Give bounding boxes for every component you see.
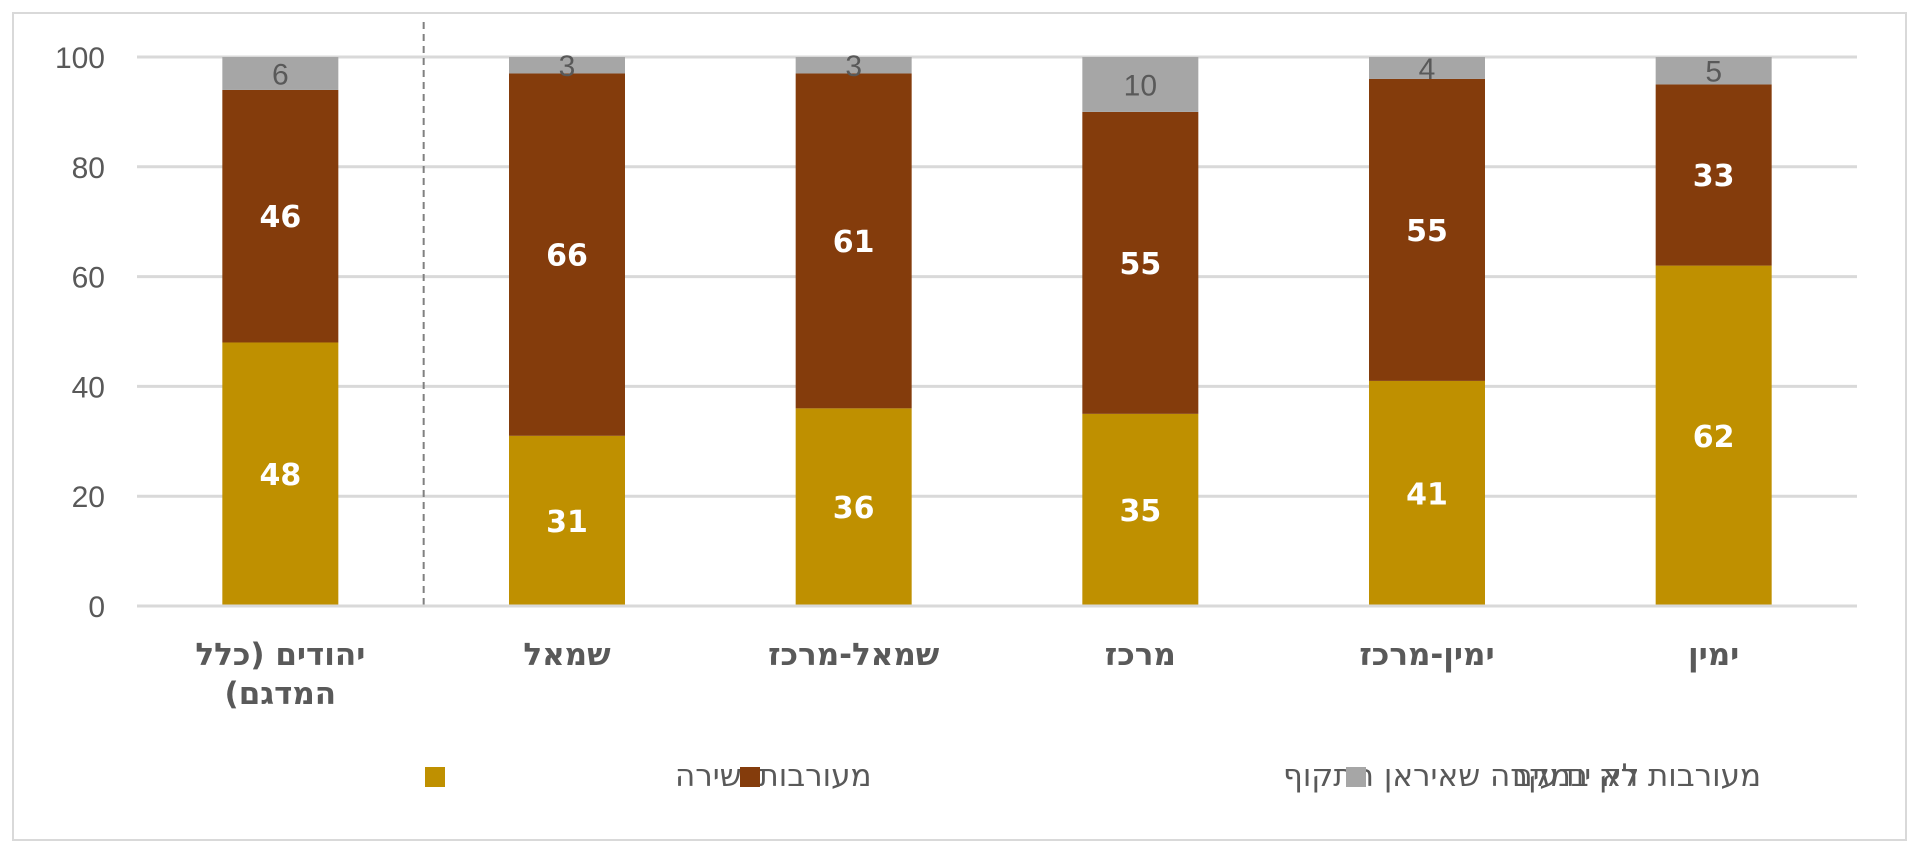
- data-label: 31: [546, 505, 588, 540]
- y-tick-label-40: 40: [72, 371, 105, 404]
- legend-swatch: [740, 767, 760, 787]
- data-label: 36: [833, 491, 875, 526]
- data-label: 41: [1406, 477, 1448, 512]
- category-label: מרכז: [1105, 637, 1176, 673]
- bar-segment: [222, 342, 339, 606]
- legend-label: לא יודעים: [1512, 758, 1639, 794]
- bar-segment: [1369, 380, 1485, 606]
- category-label: יהודים (כלל: [195, 637, 365, 673]
- y-tick-label-20: 20: [72, 481, 105, 514]
- legend-swatch: [425, 767, 445, 787]
- bar-segment: [1082, 111, 1199, 414]
- data-label: 10: [1124, 69, 1157, 102]
- bar-segment: [1082, 57, 1199, 112]
- category-label: המדגם): [225, 676, 337, 712]
- bar-segment: [509, 57, 625, 74]
- bar-segment: [1655, 84, 1772, 266]
- bar-segment: [795, 73, 912, 409]
- bar-segment: [795, 408, 912, 606]
- y-tick-label-0: 0: [88, 591, 105, 624]
- data-label: 3: [559, 50, 576, 83]
- bar-segment: [222, 89, 339, 343]
- data-label: 62: [1693, 420, 1735, 455]
- y-tick-label-60: 60: [72, 262, 105, 295]
- data-label: 61: [833, 225, 875, 260]
- data-label: 46: [259, 200, 301, 235]
- data-label: 5: [1705, 56, 1722, 89]
- bar-segment: [1082, 413, 1199, 606]
- legend-swatch: [1346, 767, 1366, 787]
- y-tick-label-100: 100: [55, 42, 105, 75]
- data-label: 66: [546, 239, 588, 274]
- bar-segment: [509, 435, 625, 606]
- bar-segment: [1655, 265, 1772, 606]
- category-label: ימין-מרכז: [1359, 637, 1494, 673]
- bar-segment: [1655, 57, 1772, 85]
- category-label: שמאל-מרכז: [768, 637, 940, 673]
- data-label: 48: [259, 458, 301, 493]
- y-tick-label-80: 80: [72, 152, 105, 185]
- data-label: 55: [1406, 214, 1448, 249]
- category-label: שמאל: [523, 637, 611, 673]
- bar-segment: [1369, 57, 1485, 79]
- data-label: 6: [272, 58, 289, 91]
- bar-segment: [1369, 78, 1485, 381]
- data-label: 3: [845, 50, 862, 83]
- data-label: 35: [1119, 494, 1161, 529]
- legend-label: מעורבות ישירה: [675, 758, 872, 794]
- bar-segment: [509, 73, 625, 436]
- data-label: 4: [1419, 53, 1436, 86]
- category-label: ימין: [1688, 637, 1739, 673]
- data-label: 55: [1119, 247, 1161, 282]
- bar-segment: [795, 57, 912, 74]
- bar-segment: [222, 57, 339, 90]
- data-label: 33: [1693, 159, 1735, 194]
